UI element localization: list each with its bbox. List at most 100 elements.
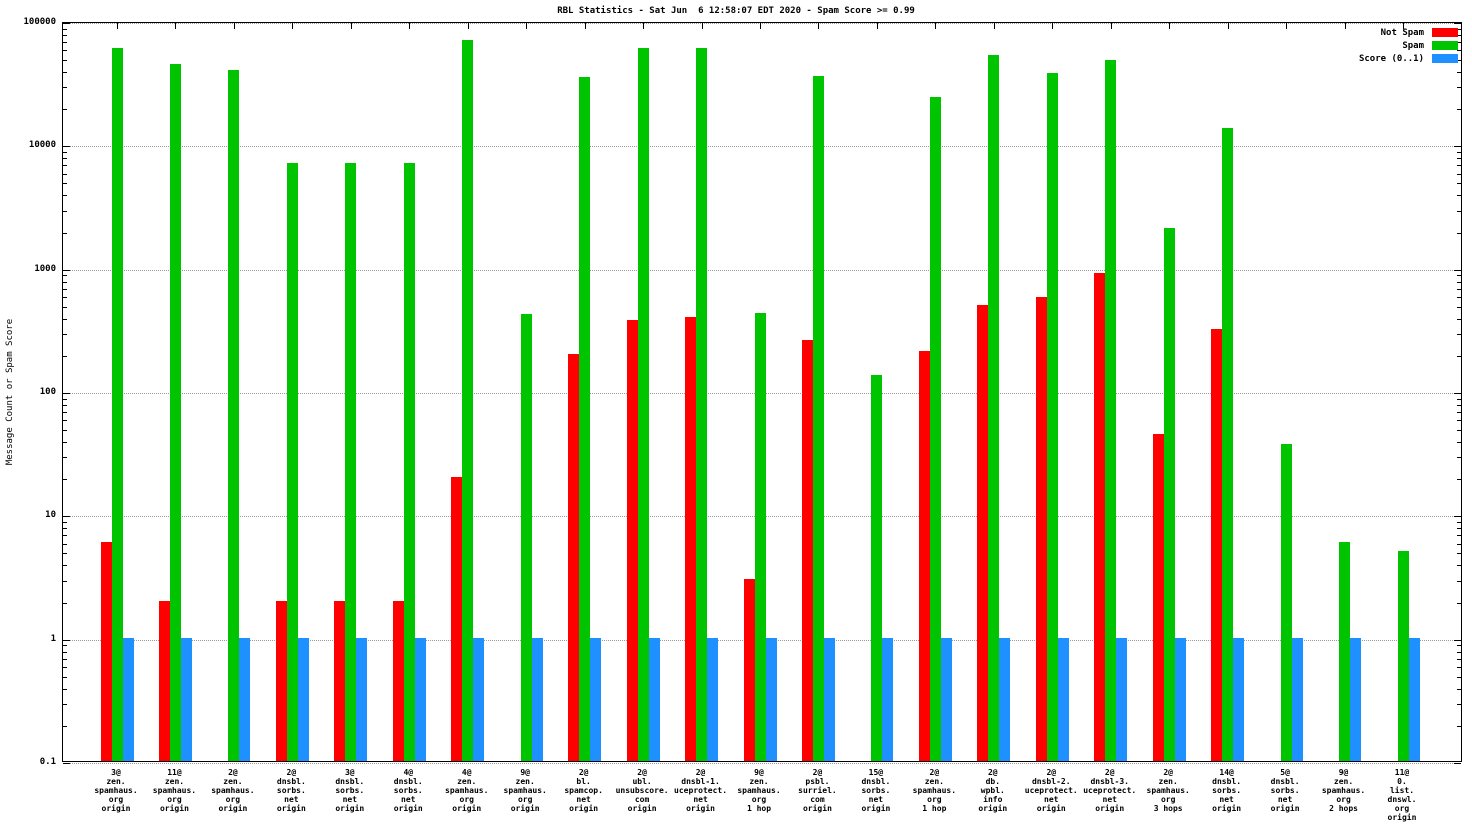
bar-not-spam xyxy=(918,351,930,761)
x-category-label-line: dnsbl-1. xyxy=(681,777,720,786)
y-major-tick xyxy=(63,146,70,148)
y-minor-tick xyxy=(1457,87,1461,89)
x-category-label: 5@ dnsbl. sorbs. net origin xyxy=(1256,768,1314,813)
x-tick xyxy=(993,23,995,29)
y-minor-tick xyxy=(1457,479,1461,481)
x-category-label-line: 3 hops xyxy=(1153,804,1183,813)
y-minor-tick xyxy=(1457,173,1461,175)
y-minor-tick xyxy=(1457,676,1461,678)
bar-not-spam xyxy=(451,477,463,761)
x-category-label: 2@ dnsbl. sorbs. net origin xyxy=(262,768,320,813)
x-tick xyxy=(760,23,761,29)
x-category-label-line: bl. xyxy=(576,777,591,786)
x-category-label-line: 1 hop xyxy=(922,804,947,813)
bar-spam xyxy=(988,55,1000,761)
y-minor-tick xyxy=(1457,72,1461,74)
legend-label: Not Spam xyxy=(1380,27,1424,38)
x-category-label-line: dnsbl. xyxy=(393,777,423,786)
legend-row: Spam xyxy=(1359,39,1458,52)
bar-score-0-1- xyxy=(999,637,1011,761)
x-category-label-line: spamcop. xyxy=(564,786,603,795)
x-tick xyxy=(1169,23,1171,29)
bar-score-0-1- xyxy=(940,637,952,761)
y-minor-tick xyxy=(63,72,67,74)
x-category-label-line: sorbs. xyxy=(335,786,365,795)
x-category-label-line: dnswl. xyxy=(1387,795,1417,804)
y-minor-tick xyxy=(63,306,67,308)
x-category-label: 3@ dnsbl. sorbs. net origin xyxy=(321,768,379,813)
x-tick xyxy=(292,23,294,29)
bar-score-0-1- xyxy=(531,637,543,761)
x-category-label-line: zen. xyxy=(223,777,243,786)
x-category-label-line: sorbs. xyxy=(276,786,306,795)
x-category-label-line: spamhaus. xyxy=(211,786,255,795)
bar-spam xyxy=(1105,60,1117,761)
y-minor-tick xyxy=(63,704,67,706)
y-minor-tick xyxy=(1457,232,1461,234)
x-category-label-line: zen. xyxy=(164,777,185,786)
legend-row: Not Spam xyxy=(1359,26,1458,39)
x-category-label-line: 11@ xyxy=(1394,768,1410,777)
bar-spam xyxy=(403,163,415,761)
y-minor-tick xyxy=(63,667,67,669)
bar-score-0-1- xyxy=(882,637,894,761)
x-category-label-line: net xyxy=(693,795,708,804)
bar-spam xyxy=(1280,444,1292,761)
y-minor-tick xyxy=(63,28,67,30)
bar-spam xyxy=(228,70,240,761)
bar-spam xyxy=(754,312,766,761)
y-minor-tick xyxy=(63,50,67,52)
bar-not-spam xyxy=(977,304,989,761)
x-category-label-line: net xyxy=(401,795,416,804)
y-minor-tick xyxy=(1457,651,1461,653)
y-minor-tick xyxy=(63,232,67,234)
bar-spam xyxy=(579,77,591,761)
y-tick-label: 100000 xyxy=(23,17,56,27)
x-category-label-line: 0. xyxy=(1397,777,1407,786)
x-category-label-line: spamhaus. xyxy=(1321,786,1366,795)
bar-not-spam xyxy=(1094,273,1106,761)
x-category-label-line: 2@ xyxy=(1104,768,1115,777)
y-minor-tick xyxy=(63,183,67,185)
bar-spam xyxy=(1163,227,1175,761)
x-category-label-line: 3@ xyxy=(344,768,355,777)
y-tick-label: 0.1 xyxy=(39,757,56,767)
bar-spam xyxy=(169,63,181,761)
bar-spam xyxy=(929,97,941,761)
y-minor-tick xyxy=(63,479,67,481)
x-category-label-line: spamhaus. xyxy=(737,786,781,795)
x-category-label: 2@ db. wpbl. info origin xyxy=(964,768,1022,813)
x-category-label-line: origin xyxy=(861,804,891,813)
x-category-label-line: zen. xyxy=(515,777,535,786)
x-category-label: 2@ dnsbl-2. uceprotect. net origin xyxy=(1022,768,1080,813)
y-minor-tick xyxy=(63,42,67,44)
x-category-label-line: org xyxy=(751,795,767,804)
y-minor-tick xyxy=(63,688,67,690)
y-minor-tick xyxy=(1457,334,1461,336)
y-minor-tick xyxy=(1457,404,1461,406)
x-category-label: 15@ dnsbl. sorbs. net origin xyxy=(847,768,905,813)
chart-title: RBL Statistics - Sat Jun 6 12:58:07 EDT … xyxy=(557,6,915,16)
x-tick xyxy=(409,23,411,29)
y-minor-tick xyxy=(1457,281,1461,283)
bar-score-0-1- xyxy=(239,637,251,761)
x-category-label-line: org xyxy=(927,795,942,804)
bar-not-spam xyxy=(392,600,404,761)
bar-spam xyxy=(637,48,649,761)
x-category-label: 2@ dnsbl-1. uceprotect. net origin xyxy=(671,768,729,813)
x-tick xyxy=(467,23,469,29)
bar-spam xyxy=(1397,551,1409,761)
y-minor-tick xyxy=(63,645,67,647)
y-minor-tick xyxy=(63,297,67,299)
x-tick xyxy=(175,23,177,29)
legend-label: Spam xyxy=(1402,40,1424,51)
y-minor-tick xyxy=(1457,430,1461,432)
x-category-label: 2@ ubl. unsubscore. com origin xyxy=(613,768,671,813)
y-minor-tick xyxy=(1457,195,1461,197)
y-minor-tick xyxy=(1457,297,1461,299)
bar-spam xyxy=(871,374,883,761)
y-minor-tick xyxy=(63,442,67,444)
bar-score-0-1- xyxy=(1174,637,1186,761)
y-minor-tick xyxy=(63,528,67,530)
y-major-tick xyxy=(63,516,70,518)
